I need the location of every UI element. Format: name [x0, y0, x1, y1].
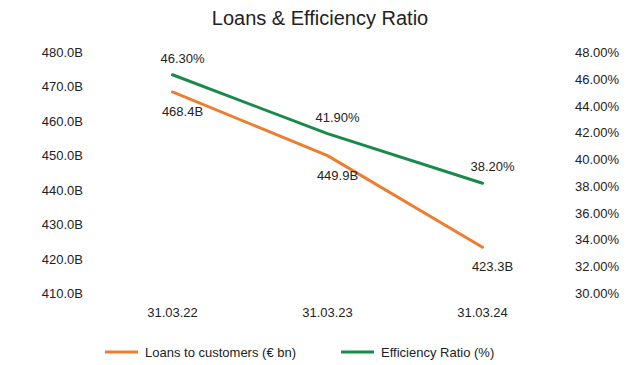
y2-tick-label: 30.00% — [575, 286, 620, 301]
x-tick-label: 31.03.22 — [147, 305, 198, 320]
y2-tick-label: 38.00% — [575, 179, 620, 194]
y2-tick-label: 34.00% — [575, 232, 620, 247]
data-label: 423.3B — [472, 259, 513, 274]
legend-swatch — [105, 351, 138, 354]
y-tick-label: 430.0B — [42, 217, 83, 232]
y-tick-label: 460.0B — [42, 114, 83, 129]
y2-tick-label: 44.00% — [575, 99, 620, 114]
title: Loans & Efficiency Ratio — [212, 7, 428, 29]
data-label: 41.90% — [315, 110, 360, 125]
data-label: 468.4B — [162, 104, 203, 119]
y-tick-label: 440.0B — [42, 183, 83, 198]
data-label: 46.30% — [160, 51, 205, 66]
y-tick-label: 450.0B — [42, 148, 83, 163]
y-tick-label: 410.0B — [42, 286, 83, 301]
data-label: 38.20% — [470, 159, 515, 174]
legend: Loans to customers (€ bn) Efficiency Rati… — [105, 345, 494, 360]
legend-label: Loans to customers (€ bn) — [145, 345, 296, 360]
y2-tick-label: 32.00% — [575, 259, 620, 274]
y-tick-label: 470.0B — [42, 79, 83, 94]
plot-area — [173, 75, 483, 247]
x-tick-label: 31.03.23 — [302, 305, 353, 320]
data-label: 449.9B — [317, 168, 358, 183]
legend-label: Efficiency Ratio (%) — [381, 345, 494, 360]
y2-tick-label: 40.00% — [575, 152, 620, 167]
legend-swatch — [341, 351, 374, 354]
y2-tick-label: 42.00% — [575, 125, 620, 140]
y2-tick-label: 48.00% — [575, 45, 620, 60]
y-tick-label: 480.0B — [42, 45, 83, 60]
x-tick-label: 31.03.24 — [457, 305, 508, 320]
y2-tick-label: 46.00% — [575, 72, 620, 87]
series-line — [173, 75, 483, 183]
chart: Loans & Efficiency Ratio 410.0B 420.0B 430.… — [0, 0, 640, 365]
y-tick-label: 420.0B — [42, 252, 83, 267]
y2-tick-label: 36.00% — [575, 206, 620, 221]
data-labels: 468.4B 449.9B 423.3B 46.30% 41.90% 38.20% — [160, 51, 515, 274]
